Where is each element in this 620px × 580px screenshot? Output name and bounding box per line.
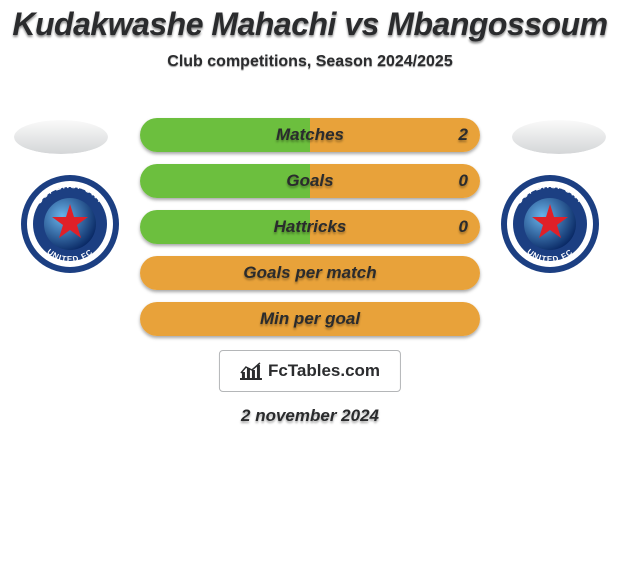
stat-bar-right xyxy=(310,210,480,244)
page-title: Kudakwashe Mahachi vs Mbangossoum xyxy=(0,0,620,43)
comparison-infographic: Kudakwashe Mahachi vs Mbangossoum Club c… xyxy=(0,0,620,580)
watermark: FcTables.com xyxy=(219,350,401,392)
stat-bar-right xyxy=(310,164,480,198)
stat-bars: Matches2 Goals0 Hattricks0 Goals per match M… xyxy=(140,118,480,348)
stat-bar-right xyxy=(310,256,480,290)
stat-bar-left xyxy=(140,118,310,152)
avatar-placeholder xyxy=(512,120,606,154)
watermark-chart-icon xyxy=(240,362,262,380)
stat-bar-left xyxy=(140,210,310,244)
stat-bar-row: Hattricks0 xyxy=(140,210,480,244)
player-left-club-badge: SUPERSPORTUNITED FC xyxy=(20,174,120,274)
watermark-text: FcTables.com xyxy=(268,361,380,381)
stat-bar-left xyxy=(140,302,310,336)
player-left-avatar xyxy=(14,120,108,154)
stat-bar-left xyxy=(140,256,310,290)
player-right-avatar xyxy=(512,120,606,154)
player-right-club-badge: SUPERSPORTUNITED FC xyxy=(500,174,600,274)
stat-bar-row: Matches2 xyxy=(140,118,480,152)
stat-bar-right xyxy=(310,118,480,152)
stat-bar-row: Goals per match xyxy=(140,256,480,290)
infographic-date: 2 november 2024 xyxy=(0,406,620,426)
club-badge-svg: SUPERSPORTUNITED FC xyxy=(500,174,600,274)
stat-bar-row: Min per goal xyxy=(140,302,480,336)
stat-bar-left xyxy=(140,164,310,198)
stat-bar-right xyxy=(310,302,480,336)
avatar-placeholder xyxy=(14,120,108,154)
stat-bar-row: Goals0 xyxy=(140,164,480,198)
subtitle: Club competitions, Season 2024/2025 xyxy=(0,53,620,71)
club-badge-svg: SUPERSPORTUNITED FC xyxy=(20,174,120,274)
